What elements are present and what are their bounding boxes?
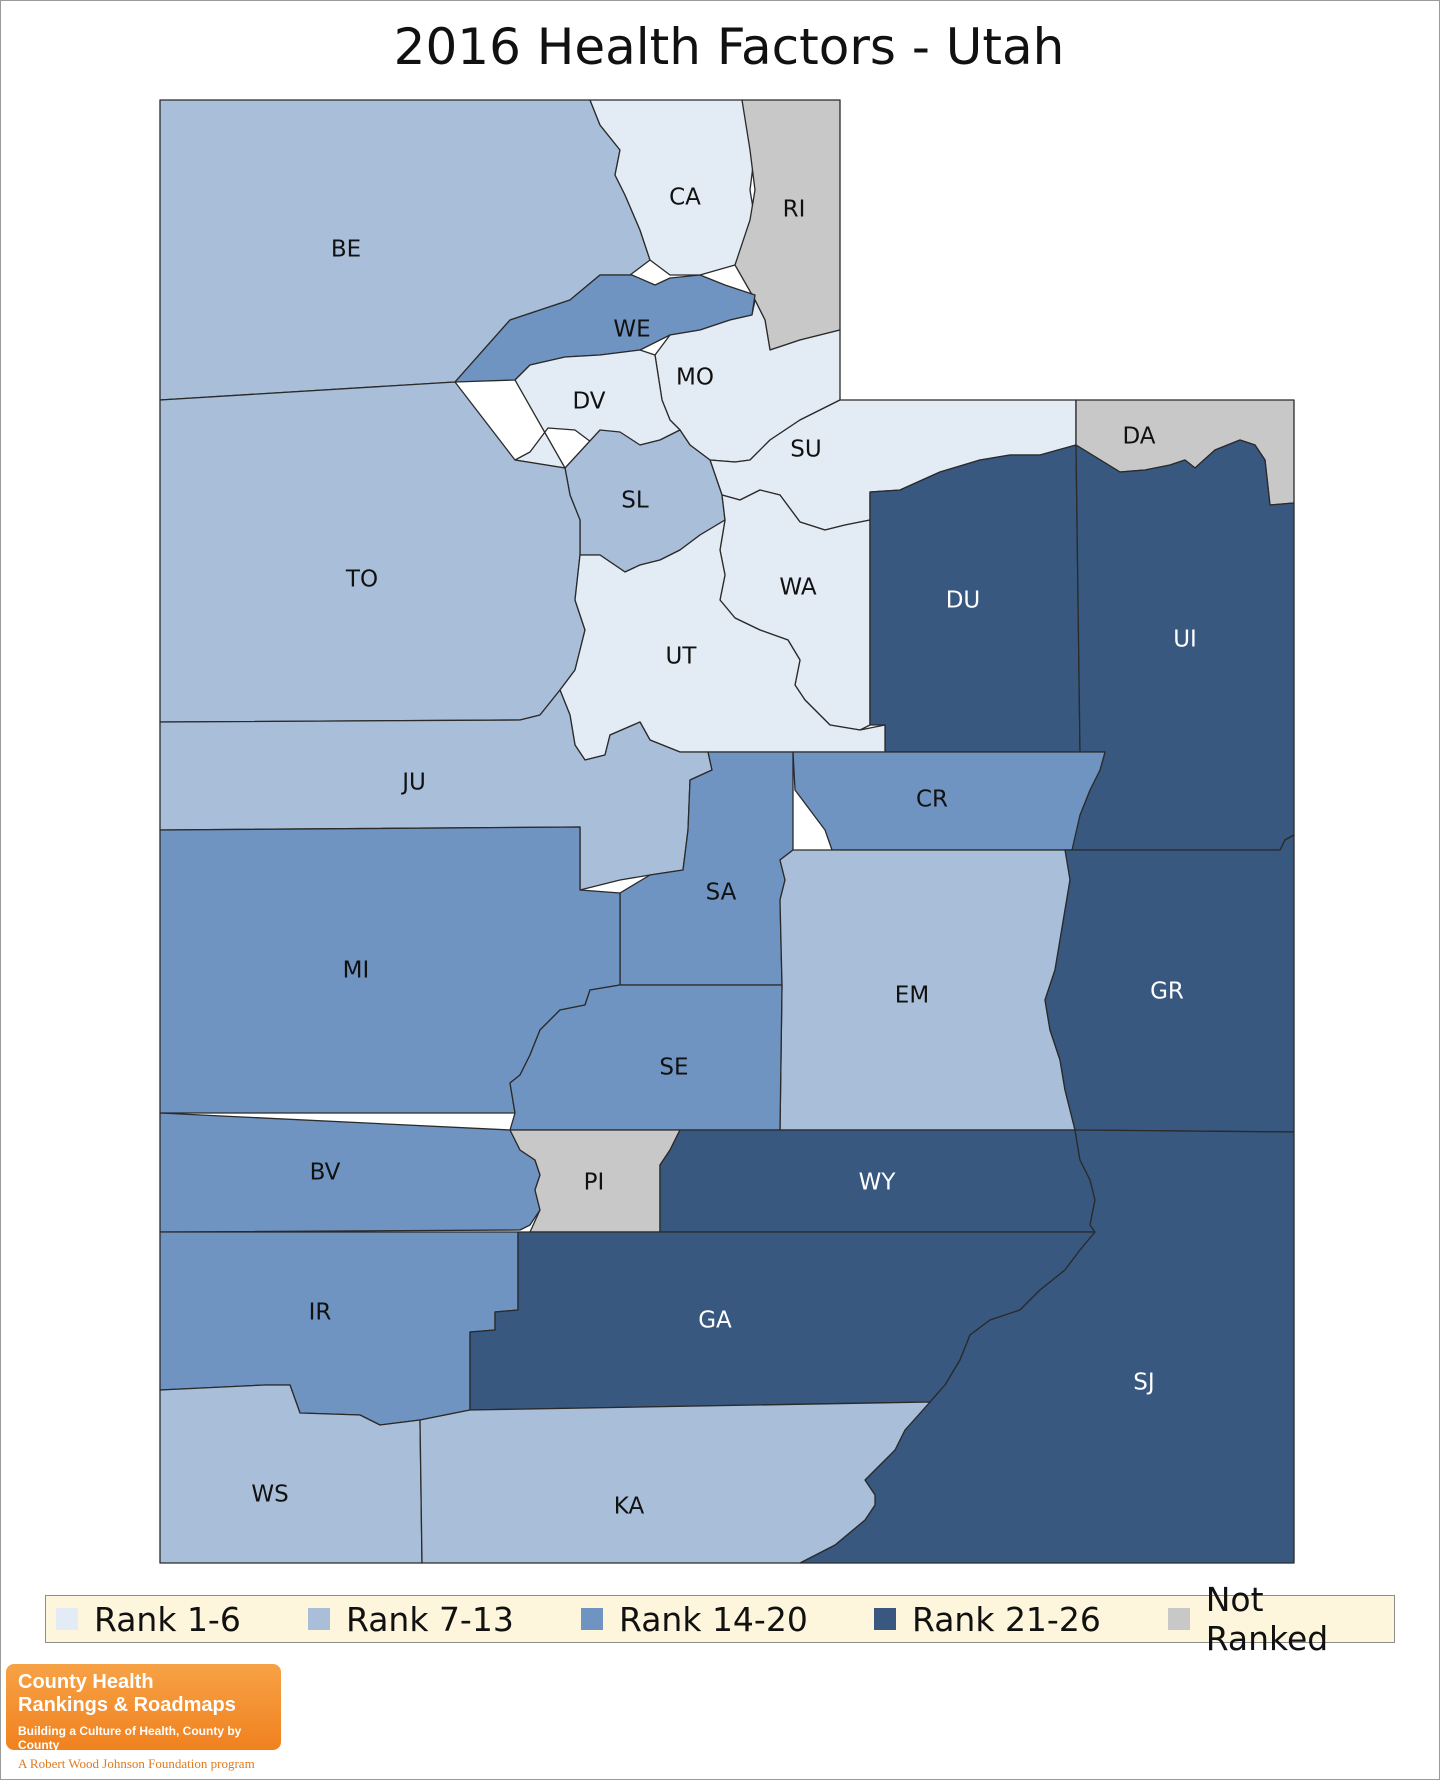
map-title: 2016 Health Factors - Utah [393, 18, 1065, 76]
county-label-sj: SJ [1133, 1370, 1154, 1396]
legend-item-not-ranked: Not Ranked [1168, 1580, 1394, 1658]
county-label-dv: DV [572, 389, 605, 415]
county-ka [419, 1401, 931, 1564]
logo-line2: Rankings & Roadmaps [18, 1694, 236, 1716]
county-bv [159, 1112, 541, 1233]
utah-county-map: BE CA RI WE MO DV SU DA SL TO WA DU UI UT JU CR SA MI EM GR… [159, 99, 1295, 1564]
legend-label-not-ranked: Not Ranked [1205, 1580, 1329, 1658]
county-label-be: BE [331, 237, 361, 263]
legend-swatch-rank-14-20 [581, 1608, 603, 1630]
county-label-su: SU [790, 437, 821, 463]
county-label-du: DU [946, 588, 981, 614]
legend-label-rank-1-6: Rank 1-6 [94, 1599, 241, 1639]
legend-label-rank-14-20: Rank 14-20 [619, 1599, 808, 1639]
chr-logo: County Health Rankings & Roadmaps Buildi… [6, 1664, 281, 1752]
county-ju [159, 689, 713, 891]
county-label-cr: CR [916, 787, 948, 813]
county-label-ut: UT [666, 644, 698, 670]
county-label-mo: MO [676, 365, 714, 391]
county-label-ka: KA [614, 1494, 645, 1520]
legend-item-rank-14-20: Rank 14-20 [581, 1596, 808, 1642]
county-label-sl: SL [621, 488, 649, 514]
county-label-gr: GR [1150, 979, 1184, 1005]
county-label-ws: WS [251, 1482, 288, 1508]
logo-program: A Robert Wood Johnson Foundation program [18, 1756, 255, 1771]
legend-label-rank-21-26: Rank 21-26 [912, 1599, 1101, 1639]
county-gr [1044, 834, 1295, 1133]
county-ws [159, 1384, 423, 1564]
county-label-mi: MI [343, 958, 370, 984]
county-label-se: SE [659, 1055, 688, 1081]
legend-swatch-rank-21-26 [874, 1608, 896, 1630]
county-label-ir: IR [309, 1300, 332, 1326]
legend-item-rank-7-13: Rank 7-13 [308, 1596, 514, 1642]
county-label-da: DA [1122, 424, 1155, 450]
county-label-ri: RI [783, 197, 806, 223]
legend-swatch-not-ranked [1168, 1608, 1190, 1630]
county-to [159, 381, 586, 723]
legend-label-rank-7-13: Rank 7-13 [346, 1599, 514, 1639]
county-label-pi: PI [584, 1170, 605, 1196]
county-label-ui: UI [1173, 627, 1197, 653]
legend-item-rank-21-26: Rank 21-26 [874, 1596, 1101, 1642]
legend-item-rank-1-6: Rank 1-6 [56, 1596, 241, 1642]
legend-swatch-rank-1-6 [56, 1608, 78, 1630]
county-label-wy: WY [859, 1170, 897, 1196]
county-label-ju: JU [400, 770, 426, 796]
county-cr [792, 751, 1106, 851]
legend: Rank 1-6 Rank 7-13 Rank 14-20 Rank 21-26… [45, 1580, 1395, 1658]
county-label-sa: SA [706, 880, 737, 906]
county-label-ca: CA [669, 185, 701, 211]
legend-swatch-rank-7-13 [308, 1608, 330, 1630]
county-label-to: TO [345, 567, 378, 593]
county-label-bv: BV [310, 1160, 341, 1186]
county-label-ga: GA [698, 1308, 732, 1334]
county-label-wa: WA [779, 575, 816, 601]
county-label-we: WE [613, 317, 650, 343]
county-label-em: EM [895, 983, 929, 1009]
logo-line1: County Health [18, 1671, 154, 1693]
logo-tagline: Building a Culture of Health, County by … [18, 1724, 242, 1752]
